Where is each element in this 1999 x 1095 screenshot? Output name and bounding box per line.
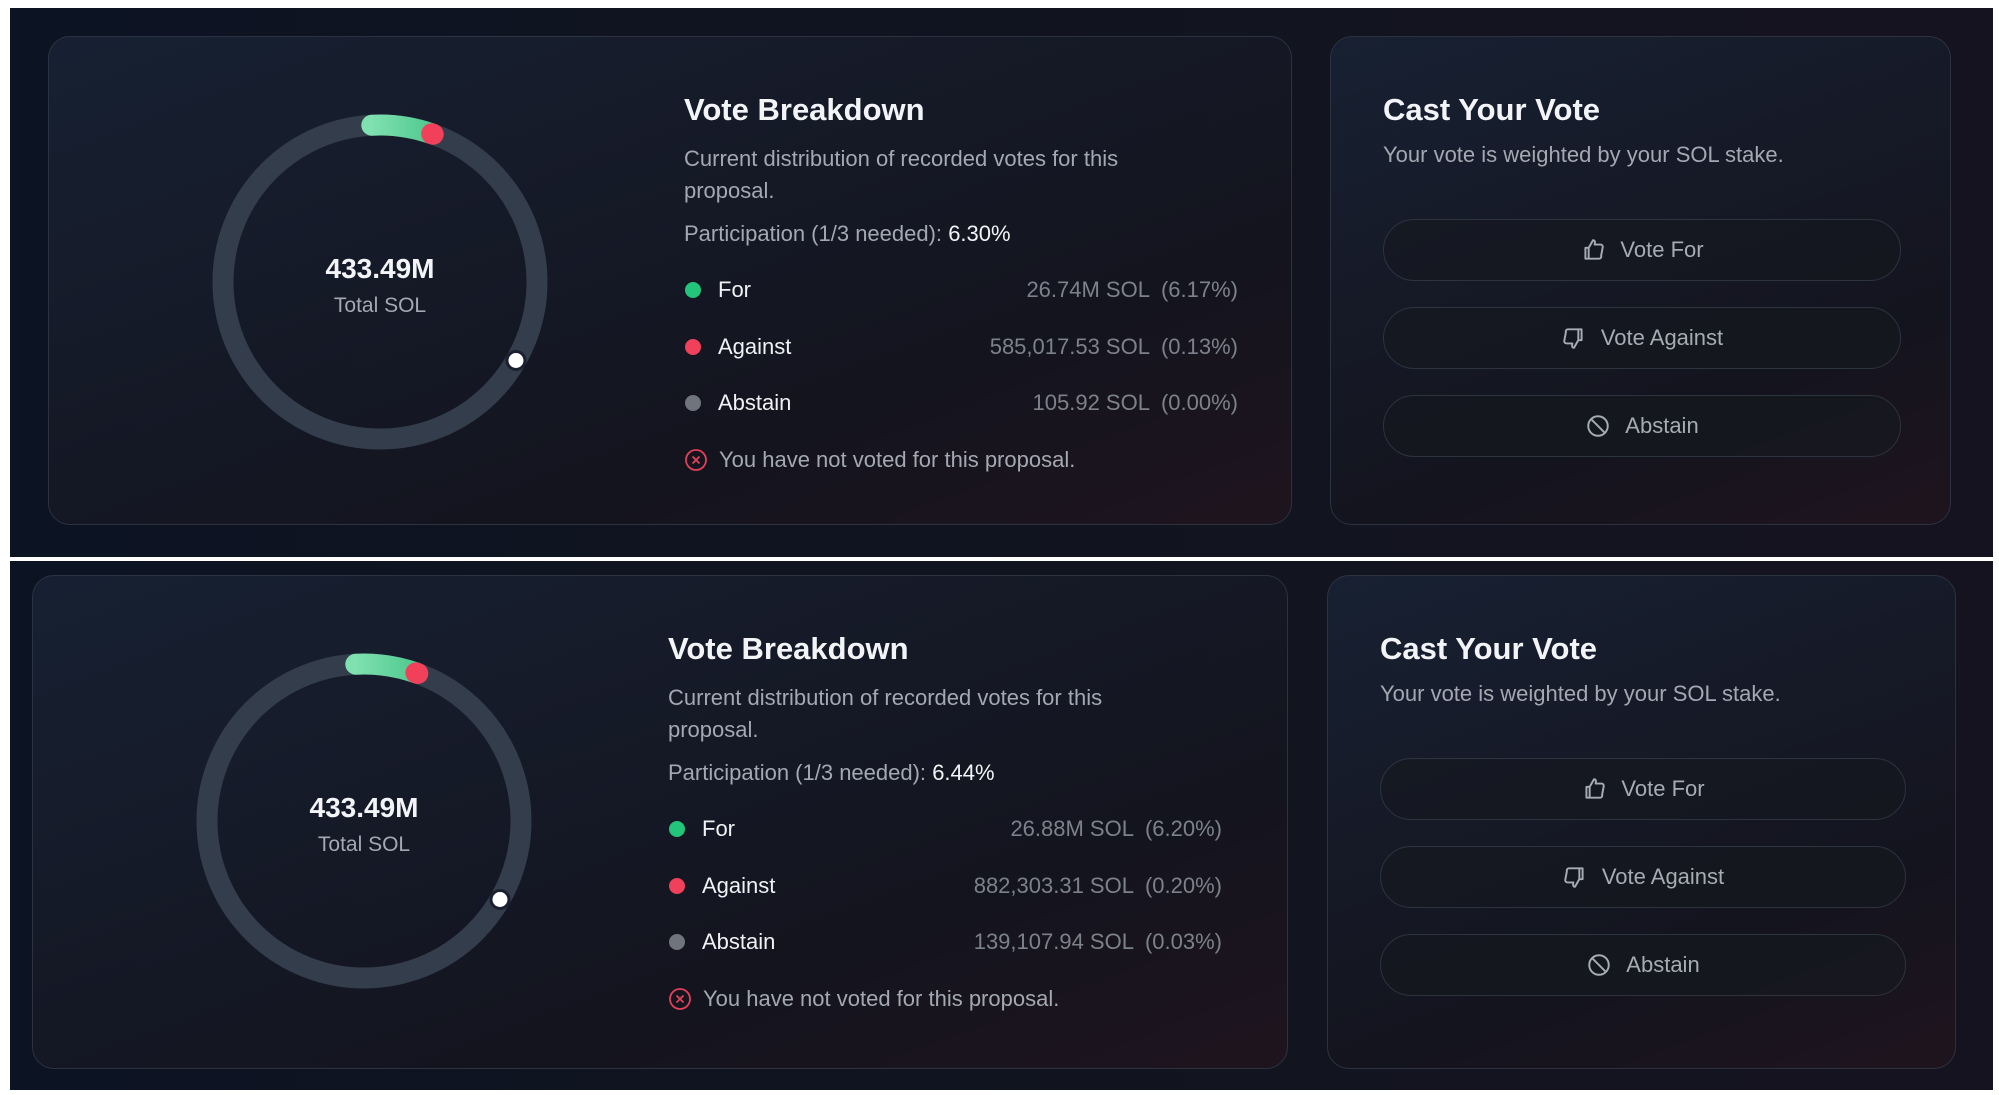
button-label: Vote For	[1620, 237, 1704, 262]
cast-subtitle: Your vote is weighted by your SOL stake.	[1383, 142, 1784, 167]
participation-value: 6.44%	[932, 760, 995, 785]
row-value: 105.92 SOL (0.00%)	[1033, 390, 1238, 416]
participation-value: 6.30%	[948, 221, 1011, 246]
vote-button[interactable]: Abstain	[1383, 395, 1901, 457]
donut-segment	[405, 662, 429, 685]
vote-button[interactable]: Abstain	[1380, 934, 1906, 996]
button-label: Abstain	[1626, 952, 1700, 977]
cast-title: Cast Your Vote	[1383, 92, 1601, 127]
donut-total-label: Total SOL	[334, 294, 426, 317]
breakdown-card: 433.49M Total SOL Vote Breakdown Current di…	[32, 575, 1288, 1069]
donut-total: 433.49M	[326, 253, 435, 284]
status-icon	[669, 988, 691, 1010]
legend-dot	[685, 395, 701, 411]
button-icon	[1563, 328, 1583, 349]
breakdown-title: Vote Breakdown	[668, 631, 909, 666]
row-amount: 139,107.94 SOL	[973, 929, 1134, 954]
legend-dot	[669, 878, 685, 894]
row-amount: 585,017.53 SOL	[989, 334, 1150, 359]
donut-segment	[421, 123, 444, 145]
participation-label: Participation (1/3 needed):	[684, 221, 943, 246]
vote-button[interactable]: Vote For	[1383, 219, 1901, 281]
donut-total: 433.49M	[310, 792, 419, 823]
donut-chart: 433.49M Total SOL	[196, 653, 532, 989]
donut-chart: 433.49M Total SOL	[212, 114, 548, 450]
row-label: Against	[702, 873, 776, 898]
row-amount: 882,303.31 SOL	[973, 873, 1134, 898]
vote-status: You have not voted for this proposal.	[719, 447, 1076, 472]
button-icon	[1588, 954, 1611, 976]
breakdown-card: 433.49M Total SOL Vote Breakdown Current di…	[48, 36, 1292, 525]
row-percent: (0.03%)	[1144, 929, 1222, 954]
donut-total-label: Total SOL	[318, 833, 410, 856]
breakdown-title: Vote Breakdown	[684, 92, 925, 127]
row-value: 882,303.31 SOL (0.20%)	[974, 873, 1222, 899]
participation: Participation (1/3 needed): 6.30%	[684, 221, 1011, 247]
row-value: 139,107.94 SOL (0.03%)	[974, 929, 1222, 955]
button-label: Vote Against	[1600, 325, 1724, 350]
row-percent: (0.00%)	[1160, 390, 1238, 415]
button-label: Vote For	[1621, 776, 1705, 801]
vote-status: You have not voted for this proposal.	[703, 986, 1060, 1011]
breakdown-description: Current distribution of recorded votes f…	[668, 685, 1103, 742]
donut-handle	[505, 350, 527, 371]
cast-subtitle: Your vote is weighted by your SOL stake.	[1380, 681, 1781, 706]
vote-button[interactable]: Vote For	[1380, 758, 1906, 820]
participation: Participation (1/3 needed): 6.44%	[668, 760, 995, 786]
legend-dot	[685, 282, 701, 298]
row-value: 26.88M SOL (6.20%)	[1010, 816, 1222, 842]
row-percent: (0.20%)	[1144, 873, 1222, 898]
vote-button[interactable]: Vote Against	[1383, 307, 1901, 369]
row-label: Against	[718, 334, 792, 359]
row-percent: (0.13%)	[1160, 334, 1238, 359]
row-percent: (6.20%)	[1144, 816, 1222, 841]
button-icon	[1587, 415, 1610, 437]
button-icon	[1584, 239, 1605, 260]
row-amount: 26.88M SOL	[1010, 816, 1134, 841]
cast-card: Cast Your Vote Your vote is weighted by y…	[1327, 575, 1956, 1069]
cast-title: Cast Your Vote	[1380, 631, 1598, 666]
row-label: Abstain	[702, 929, 776, 954]
row-amount: 105.92 SOL	[1032, 390, 1150, 415]
button-label: Abstain	[1625, 413, 1699, 438]
status-icon	[685, 449, 707, 471]
button-icon	[1585, 778, 1606, 799]
row-label: For	[718, 277, 751, 302]
row-label: Abstain	[718, 390, 792, 415]
row-amount: 26.74M SOL	[1026, 277, 1150, 302]
legend-dot	[669, 934, 685, 950]
row-value: 26.74M SOL (6.17%)	[1026, 277, 1238, 303]
vote-button[interactable]: Vote Against	[1380, 846, 1906, 908]
button-icon	[1564, 867, 1584, 888]
button-label: Vote Against	[1601, 864, 1725, 889]
cast-card: Cast Your Vote Your vote is weighted by y…	[1330, 36, 1951, 525]
breakdown-description: Current distribution of recorded votes f…	[684, 146, 1119, 203]
legend-dot	[685, 339, 701, 355]
row-label: For	[702, 816, 735, 841]
row-value: 585,017.53 SOL (0.13%)	[990, 334, 1238, 360]
row-percent: (6.17%)	[1160, 277, 1238, 302]
donut-handle	[489, 889, 511, 910]
legend-dot	[669, 821, 685, 837]
participation-label: Participation (1/3 needed):	[668, 760, 927, 785]
